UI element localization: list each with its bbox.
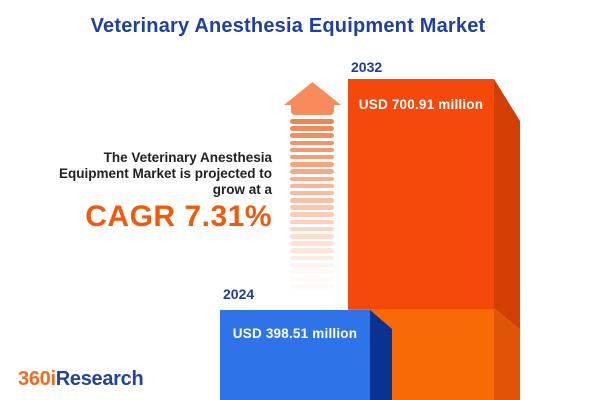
arrow-stripe — [290, 133, 334, 138]
arrow-stripe — [290, 140, 334, 146]
subtitle-line-1: The Veterinary Anesthesia — [103, 150, 272, 165]
arrow-stripe — [290, 190, 334, 196]
year-label-2024: 2024 — [223, 286, 255, 302]
arrow-stripe — [290, 269, 334, 275]
arrow-stripe — [290, 241, 334, 246]
arrow-stripe — [290, 183, 334, 189]
arrow-stripe — [290, 169, 334, 174]
arrow-stripe — [290, 154, 334, 160]
logo: 360iResearch — [18, 368, 144, 391]
value-label-2024: USD 398.51 million — [232, 326, 358, 341]
arrow-stripe — [290, 219, 334, 225]
arrow-stripe — [290, 198, 334, 203]
arrow-stripe — [290, 226, 334, 232]
arrow-stripe — [290, 126, 334, 131]
arrow-tail — [290, 119, 334, 292]
up-arrow-neck — [291, 100, 334, 115]
logo-research: Research — [55, 368, 144, 390]
arrow-stripe — [290, 212, 334, 217]
cagr-value: CAGR 7.31% — [85, 200, 272, 233]
arrow-stripe — [290, 277, 334, 282]
arrow-stripe — [290, 255, 334, 261]
arrow-stripe — [290, 162, 334, 167]
arrow-stripe — [290, 262, 334, 268]
page-title: Veterinary Anesthesia Equipment Market — [90, 15, 486, 37]
year-label-2032: 2032 — [351, 59, 383, 75]
subtitle-line-3: grow at a — [212, 182, 272, 197]
subtitle-text: The Veterinary Anesthesia Equipment Mark… — [22, 150, 272, 198]
arrow-stripe — [290, 176, 334, 181]
bar-2024-side — [370, 310, 392, 400]
arrow-stripe — [290, 147, 334, 153]
bar-2024-face — [220, 310, 370, 400]
value-label-2032: USD 700.91 million — [358, 97, 484, 112]
arrow-stripe — [290, 234, 334, 239]
arrow-stripe — [290, 119, 334, 124]
arrow-stripe — [290, 205, 334, 210]
arrow-stripe — [290, 284, 334, 289]
logo-360i: 360i — [18, 368, 56, 390]
subtitle-line-2: Equipment Market is projected to — [58, 166, 272, 181]
bar-2032-face — [348, 79, 494, 309]
arrow-stripe — [290, 248, 334, 253]
bar-2032-side — [494, 79, 520, 330]
